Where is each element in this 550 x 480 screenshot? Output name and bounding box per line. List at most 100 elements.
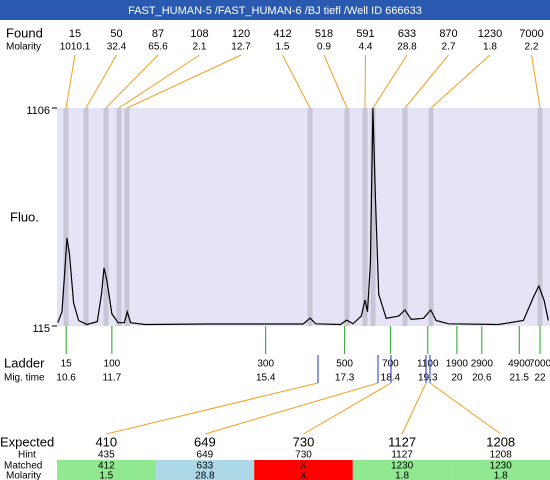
found-molarity: 2.1 [193, 42, 207, 53]
found-connector [85, 54, 117, 109]
mig-time: 15.4 [256, 373, 276, 384]
matched: 412 [98, 461, 115, 472]
peak-band [402, 108, 408, 326]
ladder-size: 4900 [508, 359, 531, 370]
matched-molarity: 28.8 [195, 471, 215, 480]
mig-time: 19.3 [418, 373, 438, 384]
hint: 1127 [391, 450, 413, 461]
ladder-size: 300 [257, 359, 274, 370]
mig-time-label: Mig. time [4, 373, 45, 384]
found-size: 1230 [478, 28, 502, 40]
trace [57, 107, 549, 326]
molarity-label: Molarity [6, 471, 41, 480]
ladder-size: 7000 [529, 359, 550, 370]
peak-band [344, 108, 350, 326]
mig-time: 21.5 [510, 373, 530, 384]
peak-band [537, 108, 543, 326]
matched-label: Matched [4, 461, 42, 472]
y-axis-label: Fluo. [10, 209, 39, 224]
expected-size: 649 [194, 434, 216, 449]
found-molarity: 0.9 [317, 42, 331, 53]
ladder-label: Ladder [4, 355, 45, 370]
hint: 435 [98, 450, 115, 461]
ladder-size: 500 [336, 359, 353, 370]
found-connector [65, 54, 76, 109]
hint: 730 [295, 450, 312, 461]
found-size: 120 [232, 28, 250, 40]
found-connector [105, 54, 159, 109]
title-bar [0, 0, 550, 20]
mig-time: 20 [451, 373, 463, 384]
found-molarity: 32.4 [107, 42, 127, 53]
matched-molarity: 1.5 [99, 471, 113, 480]
found-molarity: 4.4 [359, 42, 373, 53]
expected-size: 730 [293, 434, 315, 449]
found-connector [126, 54, 242, 109]
title: FAST_HUMAN-5 /FAST_HUMAN-6 /BJ tiefl /We… [128, 5, 422, 17]
hint: 649 [197, 450, 214, 461]
found-molarity: 65.6 [148, 42, 168, 53]
expected-connector [401, 382, 427, 435]
peak-band [307, 108, 313, 326]
found-size: 870 [439, 28, 457, 40]
found-molarity: 2.7 [442, 42, 456, 53]
expected-size: 1208 [486, 434, 515, 449]
found-connector [430, 54, 491, 109]
matched: 1230 [391, 461, 414, 472]
hint: 1208 [490, 450, 513, 461]
found-connector [323, 54, 348, 109]
peak-band [83, 108, 89, 326]
found-molarity: 2.2 [525, 42, 539, 53]
expected-connector [429, 382, 501, 435]
found-size: 633 [398, 28, 416, 40]
found-connector [118, 54, 200, 109]
matched-molarity: 1.8 [395, 471, 409, 480]
found-connector [531, 54, 541, 109]
mig-time: 17.3 [335, 373, 355, 384]
found-connector [404, 54, 449, 109]
found-size: 7000 [519, 28, 543, 40]
expected-size: 410 [95, 434, 117, 449]
peak-band [124, 108, 130, 326]
found-molarity: 12.7 [231, 42, 251, 53]
peak-band [63, 108, 69, 326]
ladder-size: 2900 [471, 359, 494, 370]
found-molarity-label: Molarity [6, 42, 41, 53]
expected-size: 1127 [388, 434, 416, 449]
matched: 633 [197, 461, 214, 472]
peak-band [103, 108, 109, 326]
found-label: Found [6, 25, 43, 40]
y-tick-label: 1106 [26, 105, 50, 117]
peak-band [116, 108, 122, 326]
found-molarity: 28.8 [397, 42, 417, 53]
expected-connector [204, 382, 379, 435]
mig-time: 20.6 [472, 373, 492, 384]
matched: X [300, 461, 307, 472]
expected-connector [106, 382, 319, 435]
found-molarity: 1.8 [483, 42, 497, 53]
ladder-size: 100 [104, 359, 121, 370]
matched-cell [352, 460, 452, 480]
found-size: 591 [356, 28, 374, 40]
matched-molarity: 1.8 [494, 471, 508, 480]
matched-cell [451, 460, 550, 480]
peak-band [370, 108, 376, 326]
found-size: 518 [315, 28, 333, 40]
found-connector [282, 54, 311, 109]
found-size: 15 [69, 28, 81, 40]
mig-time: 10.6 [56, 373, 76, 384]
peak-band [362, 108, 368, 326]
hint-label: Hint [18, 450, 36, 461]
found-molarity: 1010.1 [60, 42, 91, 53]
mig-time: 22 [534, 373, 546, 384]
found-size: 412 [273, 28, 291, 40]
peak-band [428, 108, 434, 326]
matched-molarity: X [300, 471, 307, 480]
matched-cell [254, 460, 353, 480]
ladder-size: 1900 [446, 359, 469, 370]
mig-time: 11.7 [103, 373, 122, 384]
matched: 1230 [490, 461, 513, 472]
found-size: 50 [110, 28, 122, 40]
ladder-size: 15 [61, 359, 73, 370]
